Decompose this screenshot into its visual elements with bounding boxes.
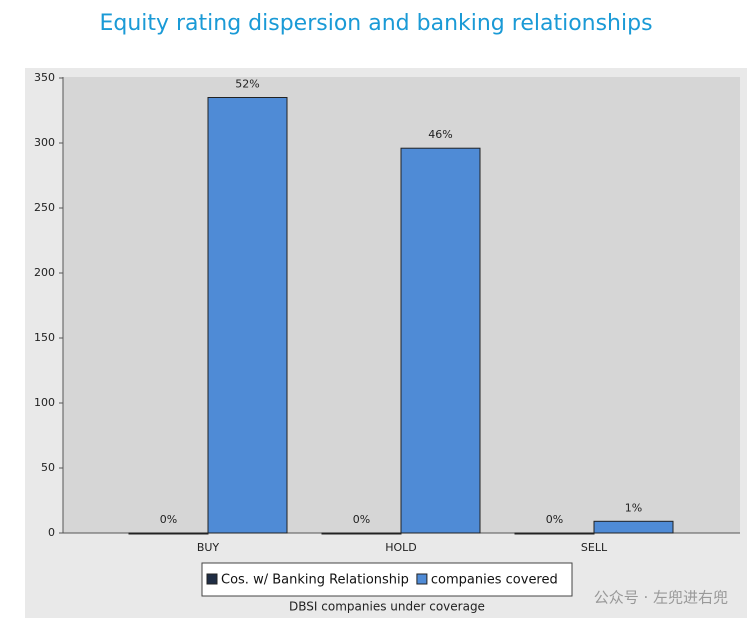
bar — [593, 520, 674, 534]
legend — [201, 562, 573, 597]
legend-label: Cos. w/ Banking Relationship — [221, 573, 409, 588]
chart-title: Equity rating dispersion and banking rel… — [99, 11, 652, 36]
y-tick-label: 50 — [41, 461, 55, 474]
data-label: 52% — [235, 78, 259, 91]
x-tick-label: SELL — [581, 541, 608, 554]
bar — [207, 97, 288, 534]
data-label: 0% — [160, 513, 177, 526]
y-tick-label: 100 — [34, 396, 55, 409]
y-tick-label: 200 — [34, 266, 55, 279]
data-label: 1% — [625, 501, 642, 514]
y-tick-label: 250 — [34, 201, 55, 214]
x-tick-label: BUY — [197, 541, 220, 554]
data-label: 0% — [546, 513, 563, 526]
bar — [400, 147, 481, 534]
bar — [514, 532, 595, 535]
bar — [128, 532, 209, 535]
bar — [321, 532, 402, 535]
legend-swatch — [416, 573, 428, 585]
y-tick-label: 0 — [48, 526, 55, 539]
legend-label: companies covered — [431, 573, 558, 588]
x-axis-label: DBSI companies under coverage — [289, 600, 485, 614]
y-tick-label: 350 — [34, 71, 55, 84]
data-label: 0% — [353, 513, 370, 526]
legend-swatch — [206, 573, 218, 585]
y-tick-label: 150 — [34, 331, 55, 344]
data-label: 46% — [428, 128, 452, 141]
y-tick-label: 300 — [34, 136, 55, 149]
x-tick-label: HOLD — [385, 541, 417, 554]
watermark: 公众号 · 左兜进右兜 — [594, 589, 728, 607]
